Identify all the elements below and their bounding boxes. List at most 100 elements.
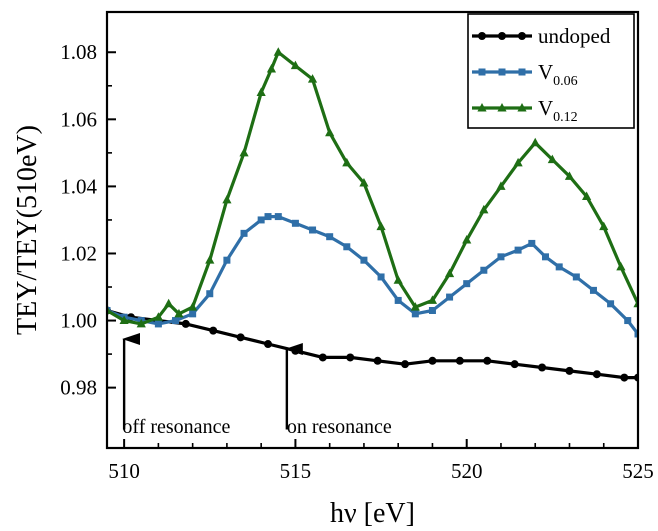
- legend-label: V0.06: [538, 60, 578, 89]
- data-point: [428, 306, 436, 314]
- data-point: [547, 154, 557, 164]
- data-point: [376, 221, 386, 231]
- data-point: [428, 356, 437, 365]
- data-point: [620, 373, 629, 382]
- legend-label: undoped: [538, 24, 611, 48]
- data-point: [455, 356, 464, 365]
- data-point: [616, 261, 626, 271]
- annotation-label: off resonance: [122, 416, 230, 438]
- annotation-label: on resonance: [287, 416, 392, 438]
- data-point: [326, 233, 334, 241]
- x-tick-label: 520: [451, 459, 483, 483]
- data-point: [240, 229, 248, 237]
- annotation-2: on resonance: [284, 343, 392, 438]
- data-point: [119, 315, 129, 325]
- data-point: [325, 127, 335, 137]
- data-point: [510, 360, 519, 369]
- plot-frame: [105, 10, 640, 450]
- data-point: [444, 268, 455, 278]
- data-point: [624, 317, 632, 325]
- legend-marker: [497, 103, 507, 112]
- data-point: [373, 356, 382, 365]
- data-point: [309, 226, 317, 234]
- x-tick-label: 515: [280, 459, 312, 483]
- data-point: [164, 298, 174, 308]
- data-point: [393, 275, 403, 284]
- data-point: [290, 60, 301, 70]
- legend-entry-2: V0.06: [472, 60, 578, 89]
- y-tick-label: 1.02: [60, 241, 97, 265]
- y-tick-label: 1.04: [60, 174, 97, 198]
- legend-marker: [478, 68, 486, 76]
- x-tick-label: 525: [622, 459, 654, 483]
- data-point: [462, 235, 472, 244]
- data-point: [136, 318, 146, 328]
- data-point: [599, 221, 609, 231]
- data-point: [343, 243, 351, 251]
- axes: 510 515 520 525 0.98 1.00 1.02 1.04 1.06 1.08 hν […: [12, 10, 654, 529]
- data-point: [377, 273, 385, 281]
- data-point: [496, 181, 506, 190]
- data-point: [257, 216, 265, 224]
- data-point: [360, 256, 368, 264]
- data-point: [291, 346, 300, 355]
- data-point: [411, 310, 419, 318]
- y-tick-label: 0.98: [60, 376, 97, 400]
- data-point: [236, 333, 245, 342]
- data-point: [359, 178, 369, 187]
- plot-area: [107, 47, 638, 382]
- data-point: [172, 317, 180, 325]
- data-point: [427, 295, 438, 304]
- legend-marker: [517, 103, 527, 112]
- data-point: [291, 219, 299, 227]
- data-point: [589, 286, 597, 294]
- data-point: [266, 64, 277, 73]
- data-point: [634, 330, 638, 338]
- legend-marker: [498, 68, 506, 76]
- data-point: [154, 320, 162, 328]
- data-point: [633, 298, 638, 308]
- annotation-1: off resonance: [122, 333, 230, 438]
- data-point: [307, 74, 318, 83]
- data-point: [274, 213, 282, 221]
- data-point: [401, 360, 410, 369]
- data-point: [513, 157, 523, 167]
- series-3: [107, 47, 638, 328]
- data-point: [264, 340, 273, 349]
- data-point: [530, 137, 540, 147]
- data-point: [153, 312, 163, 321]
- data-point: [107, 305, 112, 314]
- y-tick-label: 1.06: [60, 107, 97, 131]
- data-point: [463, 280, 471, 288]
- legend-marker: [518, 32, 526, 40]
- data-point: [480, 266, 488, 274]
- data-point: [410, 302, 420, 311]
- data-point: [607, 300, 615, 308]
- data-point: [479, 204, 489, 214]
- data-point: [222, 194, 232, 204]
- legend-marker: [478, 32, 486, 40]
- data-point: [181, 319, 190, 328]
- data-point: [592, 370, 601, 379]
- data-point: [564, 171, 575, 180]
- data-point: [497, 253, 505, 261]
- x-tick-label: 510: [108, 459, 140, 483]
- legend-marker: [498, 32, 506, 40]
- legend: undoped V0.06 V0.12: [467, 13, 635, 129]
- data-point: [555, 263, 563, 271]
- data-point: [318, 353, 327, 362]
- data-point: [572, 273, 580, 281]
- legend-marker: [477, 103, 487, 112]
- series-line-3: [107, 50, 638, 326]
- data-point: [209, 326, 218, 335]
- data-point: [542, 253, 550, 261]
- data-point: [346, 353, 355, 362]
- data-point: [264, 213, 272, 221]
- data-point: [565, 366, 574, 375]
- legend-entry-3: V0.12: [472, 96, 578, 125]
- data-point: [205, 255, 215, 264]
- series-2: [107, 213, 638, 338]
- legend-label: V0.12: [538, 96, 578, 125]
- data-point: [188, 302, 198, 311]
